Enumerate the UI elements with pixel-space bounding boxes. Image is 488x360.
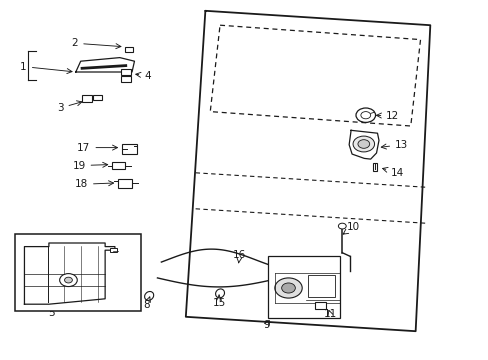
- Bar: [315, 302, 325, 309]
- Bar: [93, 95, 102, 100]
- Text: 17: 17: [77, 143, 117, 153]
- Text: 5: 5: [48, 305, 60, 318]
- Circle shape: [338, 223, 346, 229]
- Bar: [118, 179, 132, 188]
- Text: 1: 1: [20, 62, 72, 73]
- Text: 18: 18: [75, 179, 113, 189]
- Text: 16: 16: [232, 250, 246, 263]
- Bar: [307, 275, 334, 297]
- Circle shape: [64, 277, 72, 283]
- Bar: [121, 76, 131, 82]
- Text: 14: 14: [382, 167, 404, 178]
- Bar: [15, 234, 141, 311]
- Bar: [82, 95, 92, 102]
- Polygon shape: [76, 58, 134, 72]
- Text: 11: 11: [323, 309, 336, 319]
- Text: 7: 7: [82, 257, 102, 267]
- Text: 15: 15: [212, 295, 225, 308]
- Circle shape: [357, 140, 369, 148]
- Text: 10: 10: [343, 222, 360, 234]
- Text: 12: 12: [376, 111, 399, 121]
- Bar: [122, 144, 137, 154]
- Bar: [112, 162, 124, 169]
- Text: 8: 8: [143, 297, 150, 310]
- Circle shape: [60, 274, 77, 287]
- Text: 9: 9: [263, 320, 269, 330]
- Circle shape: [274, 278, 302, 298]
- Text: 2: 2: [71, 38, 121, 49]
- Polygon shape: [24, 243, 115, 304]
- Bar: [267, 256, 340, 318]
- Polygon shape: [348, 130, 378, 159]
- Bar: [124, 47, 133, 52]
- Text: 6: 6: [61, 282, 72, 295]
- Bar: [110, 248, 117, 252]
- Bar: [121, 69, 131, 75]
- Circle shape: [355, 108, 375, 122]
- Circle shape: [281, 283, 295, 293]
- Ellipse shape: [144, 292, 153, 300]
- Text: 13: 13: [381, 140, 407, 150]
- Bar: [372, 163, 376, 171]
- Text: 19: 19: [72, 161, 107, 171]
- Text: 3: 3: [57, 101, 82, 113]
- Ellipse shape: [215, 289, 224, 298]
- Circle shape: [352, 136, 374, 152]
- Text: 4: 4: [136, 71, 151, 81]
